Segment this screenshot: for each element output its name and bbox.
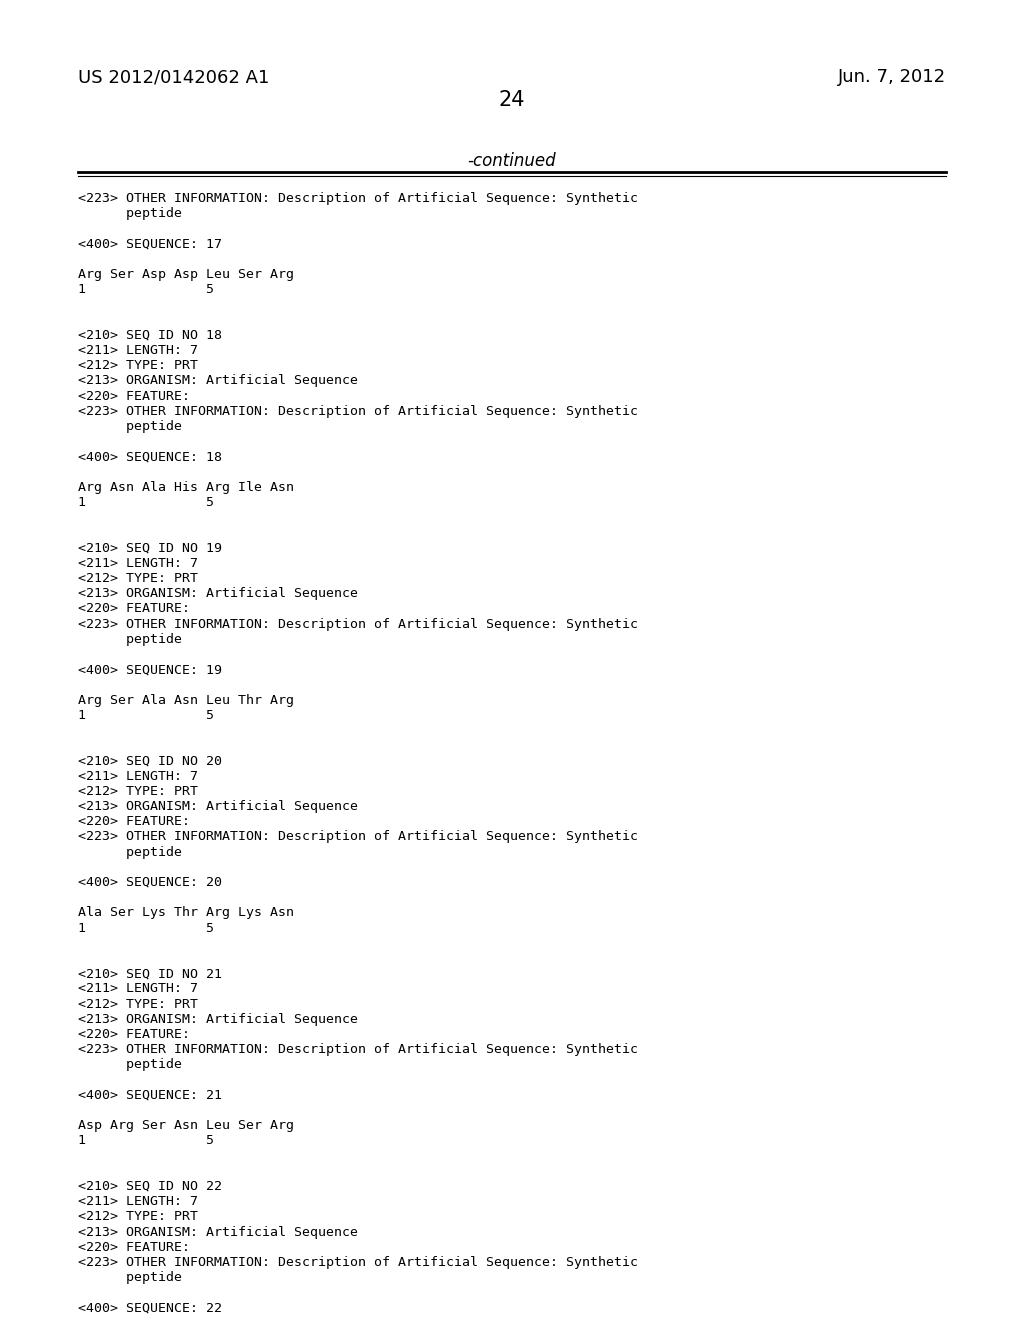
Text: <220> FEATURE:: <220> FEATURE: bbox=[78, 816, 190, 828]
Text: <211> LENGTH: 7: <211> LENGTH: 7 bbox=[78, 557, 198, 570]
Text: <220> FEATURE:: <220> FEATURE: bbox=[78, 1241, 190, 1254]
Text: 1               5: 1 5 bbox=[78, 709, 214, 722]
Text: <223> OTHER INFORMATION: Description of Artificial Sequence: Synthetic: <223> OTHER INFORMATION: Description of … bbox=[78, 191, 638, 205]
Text: <213> ORGANISM: Artificial Sequence: <213> ORGANISM: Artificial Sequence bbox=[78, 587, 358, 601]
Text: peptide: peptide bbox=[78, 632, 182, 645]
Text: <212> TYPE: PRT: <212> TYPE: PRT bbox=[78, 998, 198, 1011]
Text: <211> LENGTH: 7: <211> LENGTH: 7 bbox=[78, 1195, 198, 1208]
Text: <210> SEQ ID NO 18: <210> SEQ ID NO 18 bbox=[78, 329, 222, 342]
Text: <210> SEQ ID NO 20: <210> SEQ ID NO 20 bbox=[78, 755, 222, 767]
Text: <400> SEQUENCE: 20: <400> SEQUENCE: 20 bbox=[78, 876, 222, 888]
Text: Arg Ser Ala Asn Leu Thr Arg: Arg Ser Ala Asn Leu Thr Arg bbox=[78, 693, 294, 706]
Text: <400> SEQUENCE: 18: <400> SEQUENCE: 18 bbox=[78, 450, 222, 463]
Text: <210> SEQ ID NO 22: <210> SEQ ID NO 22 bbox=[78, 1180, 222, 1193]
Text: <212> TYPE: PRT: <212> TYPE: PRT bbox=[78, 359, 198, 372]
Text: <211> LENGTH: 7: <211> LENGTH: 7 bbox=[78, 770, 198, 783]
Text: <211> LENGTH: 7: <211> LENGTH: 7 bbox=[78, 982, 198, 995]
Text: peptide: peptide bbox=[78, 207, 182, 220]
Text: Jun. 7, 2012: Jun. 7, 2012 bbox=[838, 69, 946, 86]
Text: 1               5: 1 5 bbox=[78, 496, 214, 510]
Text: <212> TYPE: PRT: <212> TYPE: PRT bbox=[78, 785, 198, 797]
Text: <212> TYPE: PRT: <212> TYPE: PRT bbox=[78, 1210, 198, 1224]
Text: peptide: peptide bbox=[78, 846, 182, 858]
Text: <220> FEATURE:: <220> FEATURE: bbox=[78, 1028, 190, 1041]
Text: Arg Asn Ala His Arg Ile Asn: Arg Asn Ala His Arg Ile Asn bbox=[78, 480, 294, 494]
Text: -continued: -continued bbox=[468, 152, 556, 170]
Text: <213> ORGANISM: Artificial Sequence: <213> ORGANISM: Artificial Sequence bbox=[78, 1012, 358, 1026]
Text: <400> SEQUENCE: 21: <400> SEQUENCE: 21 bbox=[78, 1089, 222, 1102]
Text: <220> FEATURE:: <220> FEATURE: bbox=[78, 389, 190, 403]
Text: Ala Ser Lys Thr Arg Lys Asn: Ala Ser Lys Thr Arg Lys Asn bbox=[78, 907, 294, 920]
Text: peptide: peptide bbox=[78, 1059, 182, 1072]
Text: <400> SEQUENCE: 17: <400> SEQUENCE: 17 bbox=[78, 238, 222, 251]
Text: <223> OTHER INFORMATION: Description of Artificial Sequence: Synthetic: <223> OTHER INFORMATION: Description of … bbox=[78, 1257, 638, 1269]
Text: <400> SEQUENCE: 19: <400> SEQUENCE: 19 bbox=[78, 663, 222, 676]
Text: <211> LENGTH: 7: <211> LENGTH: 7 bbox=[78, 345, 198, 356]
Text: <210> SEQ ID NO 21: <210> SEQ ID NO 21 bbox=[78, 968, 222, 981]
Text: peptide: peptide bbox=[78, 1271, 182, 1284]
Text: 1               5: 1 5 bbox=[78, 284, 214, 296]
Text: <223> OTHER INFORMATION: Description of Artificial Sequence: Synthetic: <223> OTHER INFORMATION: Description of … bbox=[78, 618, 638, 631]
Text: <400> SEQUENCE: 22: <400> SEQUENCE: 22 bbox=[78, 1302, 222, 1315]
Text: <223> OTHER INFORMATION: Description of Artificial Sequence: Synthetic: <223> OTHER INFORMATION: Description of … bbox=[78, 830, 638, 843]
Text: <210> SEQ ID NO 19: <210> SEQ ID NO 19 bbox=[78, 541, 222, 554]
Text: 1               5: 1 5 bbox=[78, 921, 214, 935]
Text: <223> OTHER INFORMATION: Description of Artificial Sequence: Synthetic: <223> OTHER INFORMATION: Description of … bbox=[78, 1043, 638, 1056]
Text: US 2012/0142062 A1: US 2012/0142062 A1 bbox=[78, 69, 269, 86]
Text: 1               5: 1 5 bbox=[78, 1134, 214, 1147]
Text: 24: 24 bbox=[499, 90, 525, 110]
Text: Asp Arg Ser Asn Leu Ser Arg: Asp Arg Ser Asn Leu Ser Arg bbox=[78, 1119, 294, 1133]
Text: <220> FEATURE:: <220> FEATURE: bbox=[78, 602, 190, 615]
Text: <213> ORGANISM: Artificial Sequence: <213> ORGANISM: Artificial Sequence bbox=[78, 800, 358, 813]
Text: peptide: peptide bbox=[78, 420, 182, 433]
Text: <213> ORGANISM: Artificial Sequence: <213> ORGANISM: Artificial Sequence bbox=[78, 1225, 358, 1238]
Text: Arg Ser Asp Asp Leu Ser Arg: Arg Ser Asp Asp Leu Ser Arg bbox=[78, 268, 294, 281]
Text: <212> TYPE: PRT: <212> TYPE: PRT bbox=[78, 572, 198, 585]
Text: <213> ORGANISM: Artificial Sequence: <213> ORGANISM: Artificial Sequence bbox=[78, 375, 358, 387]
Text: <223> OTHER INFORMATION: Description of Artificial Sequence: Synthetic: <223> OTHER INFORMATION: Description of … bbox=[78, 405, 638, 418]
